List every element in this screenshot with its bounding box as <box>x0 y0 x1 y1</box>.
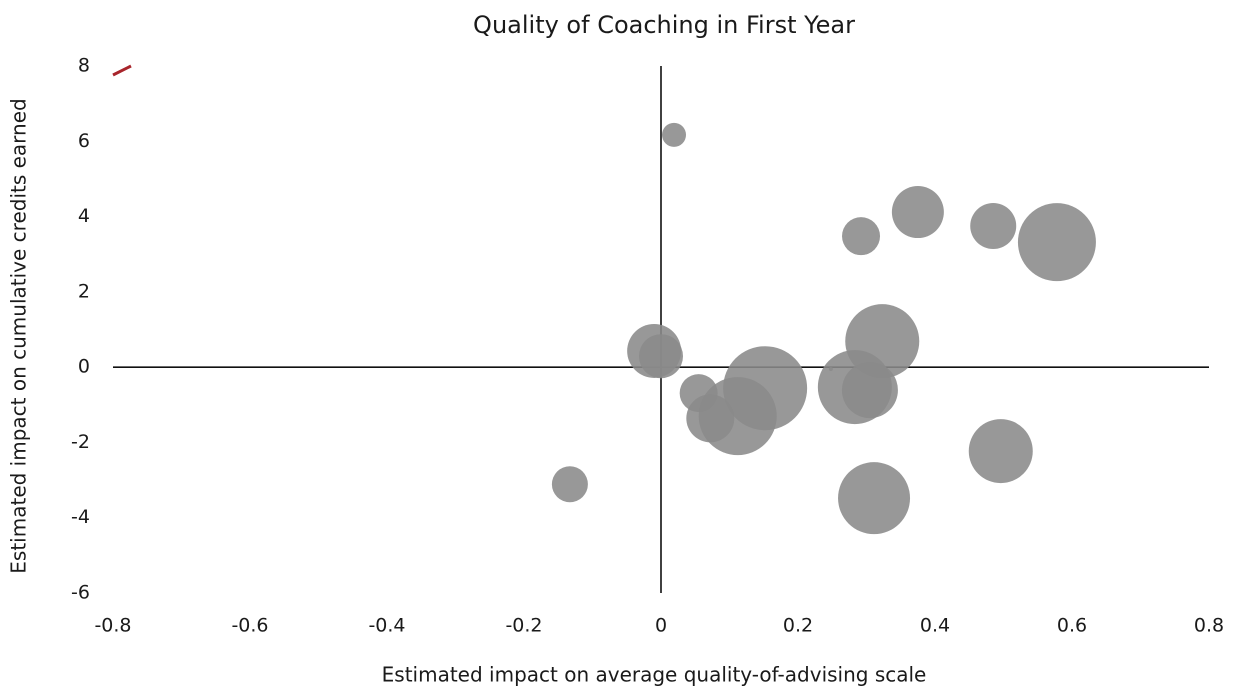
bubble <box>968 419 1033 484</box>
y-tick-label: -2 <box>71 431 90 453</box>
bubble <box>838 462 911 535</box>
trend-fragment <box>112 64 132 77</box>
y-tick-label: 8 <box>78 55 90 77</box>
bubble <box>551 466 588 503</box>
y-tick-label: 4 <box>78 205 90 227</box>
x-tick-label: -0.8 <box>94 615 131 637</box>
x-tick-label: -0.6 <box>231 615 268 637</box>
bubble <box>639 334 683 379</box>
y-tick-label: 0 <box>78 356 90 378</box>
x-axis-label: Estimated impact on average quality-of-a… <box>382 663 927 687</box>
x-tick-label: 0.4 <box>920 615 950 637</box>
bubble <box>841 362 898 419</box>
x-tick-label: -0.4 <box>368 615 405 637</box>
y-tick-label: -6 <box>71 582 90 604</box>
bubble <box>891 186 944 239</box>
chart-title: Quality of Coaching in First Year <box>473 11 855 39</box>
bubble <box>1017 203 1096 282</box>
y-tick-label: -4 <box>71 506 90 528</box>
x-tick-label: 0 <box>655 615 667 637</box>
x-tick-label: 0.6 <box>1057 615 1087 637</box>
y-tick-label: 6 <box>78 130 90 152</box>
bubble <box>842 217 881 256</box>
bubble <box>662 122 687 147</box>
x-tick-label: 0.2 <box>783 615 813 637</box>
bubble <box>698 377 777 456</box>
y-tick-label: 2 <box>78 280 90 302</box>
bubble <box>828 367 833 372</box>
bubble <box>970 202 1017 249</box>
x-tick-label: 0.8 <box>1194 615 1224 637</box>
x-tick-label: -0.2 <box>505 615 542 637</box>
y-axis-label: Estimated impact on cumulative credits e… <box>7 98 31 573</box>
